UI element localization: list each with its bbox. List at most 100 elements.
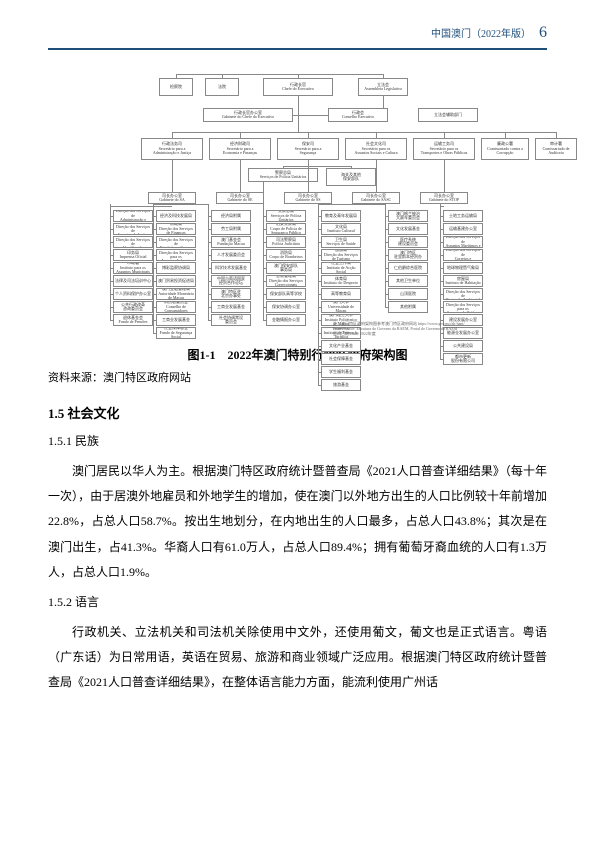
org-connector — [240, 132, 241, 138]
org-connector — [308, 160, 309, 192]
org-connector — [318, 346, 321, 347]
org-connector — [263, 294, 266, 295]
org-connector — [153, 242, 156, 243]
org-connector — [110, 206, 111, 320]
org-connector — [383, 96, 384, 108]
org-connector — [385, 294, 388, 295]
org-node: 中国与葡语国家 经贸合作论坛 — [211, 275, 251, 287]
org-connector — [440, 307, 443, 308]
org-node: 消费者委员会 Conselho de Consumidores — [156, 301, 196, 313]
source-text: 澳门特区政府网站 — [103, 372, 191, 384]
org-node: 保安部队高等学校 — [266, 288, 306, 300]
org-connector — [240, 160, 241, 192]
org-connector — [208, 216, 211, 217]
org-connector — [110, 320, 113, 321]
org-connector — [172, 132, 173, 138]
section-1-5-heading: 1.5 社会文化 — [48, 403, 547, 422]
org-node: 土地工务运输局 — [443, 210, 483, 222]
org-connector — [440, 229, 443, 230]
org-connector — [385, 216, 388, 217]
org-node: 旅游基金 — [321, 379, 361, 391]
org-node: 澳门大学 Universidade de Macau — [321, 301, 361, 313]
org-node: 海事及水务局 Direção dos Serviços de Assuntos … — [443, 236, 483, 248]
org-connector — [208, 229, 211, 230]
org-connector — [318, 385, 321, 386]
org-node: 保安司 Secretário para a Segurança — [277, 138, 339, 160]
org-connector — [263, 281, 266, 282]
org-connector — [208, 268, 211, 269]
org-connector — [283, 166, 351, 167]
org-connector — [153, 281, 156, 282]
org-node: 司长办公室 Gabinete do SASC — [352, 192, 400, 204]
org-node: 其他附属 — [388, 301, 428, 313]
org-connector — [440, 216, 443, 217]
org-connector — [440, 294, 443, 295]
org-node: 邮电局 Direção dos Serviços de Correios e T… — [443, 249, 483, 261]
org-connector — [172, 132, 556, 133]
org-node: 社会工作局 Instituto de Acção Social — [321, 262, 361, 274]
header-rule — [48, 48, 547, 50]
org-node: 警察总局 Serviços de Polícia Unitários — [266, 210, 306, 222]
org-node: 审计署 Comissariado de Auditoria — [535, 138, 577, 160]
org-node: 教育及青年发展局 — [321, 210, 361, 222]
org-connector — [153, 320, 156, 321]
org-connector — [318, 281, 321, 282]
org-connector — [318, 268, 321, 269]
org-connector — [222, 74, 223, 78]
org-node: 博彩监察协调局 — [156, 262, 196, 274]
org-node: 经济局附属 — [211, 210, 251, 222]
org-node: 卫生局 Serviços de Saúde — [321, 236, 361, 248]
org-node: 工商业发展基金 — [156, 314, 196, 326]
org-node: 经济财政司 Secretário para a Economia e Finan… — [209, 138, 271, 160]
org-node: 检察院 — [159, 78, 193, 96]
org-node: 澳门特区 驻里斯本经贸办 — [388, 249, 428, 261]
org-node: 社会文化司 Secretário para os Assuntos Sociai… — [345, 138, 407, 160]
org-connector — [283, 166, 284, 168]
org-node: 仁伯爵综合医院 — [388, 262, 428, 274]
org-node: 医疗系统 建设委员会 — [388, 236, 428, 248]
para-language: 行政机关、立法机关和司法机关除使用中文外，还使用葡文，葡文也是正式语言。粤语（广… — [48, 620, 547, 696]
org-connector — [376, 160, 377, 192]
org-node: 退休基金会 Fundo de Pensões — [113, 314, 153, 326]
org-connector — [153, 307, 156, 308]
org-node: 行政会 Conselho Executivo — [328, 108, 388, 122]
org-node: 行政长官 Chefe do Executivo — [263, 78, 333, 96]
org-node: 其他卫生单位 — [388, 275, 428, 287]
org-node: 司长办公室 Gabinete do SS — [284, 192, 332, 204]
org-node: 交通事务局 Direção dos Serviços para os Assun… — [443, 301, 483, 313]
org-node: 海关及其他 保安部队 — [326, 168, 376, 186]
org-node: 立法会辅助部门 — [418, 108, 478, 122]
org-connector — [110, 281, 113, 282]
org-connector — [318, 294, 321, 295]
org-connector — [208, 320, 211, 321]
org-node: 运输基建办公室 — [443, 223, 483, 235]
org-node: 澳门基金会 Fundação Macau — [211, 236, 251, 248]
org-node: 市政署 Instituto para os Assuntos Municipai… — [113, 262, 153, 274]
org-node: 立法会 Assembleia Legislativa — [358, 78, 408, 96]
org-node: 澳门保安部队 事务局 — [266, 262, 306, 274]
org-connector — [176, 74, 177, 78]
org-connector — [444, 132, 445, 138]
org-connector — [263, 206, 264, 320]
org-connector — [263, 255, 266, 256]
org-connector — [440, 268, 443, 269]
org-connector — [263, 242, 266, 243]
org-node: 旅游局 Direção dos Serviços de Turismo — [321, 249, 361, 261]
org-node: 学生福利基金 — [321, 366, 361, 378]
org-node: 金融情报办公室 — [266, 314, 306, 326]
org-node: 行政公职局 Direção dos Serviços de Administra… — [113, 210, 153, 222]
org-connector — [263, 307, 266, 308]
org-node: 劳工事务局 Direção dos Serviços para os Assun… — [156, 249, 196, 261]
org-connector — [208, 281, 211, 282]
page: 中国澳门（2022年版） 6 检察院法院行政长官 Chefe do Execut… — [0, 0, 595, 842]
org-connector — [110, 216, 113, 217]
org-connector — [153, 206, 154, 333]
org-connector — [308, 132, 309, 138]
org-node: 司法警察局 Polícia Judiciária — [266, 236, 306, 248]
org-node: 澳门金融管理局 Autoridade Monetária de Macau — [156, 288, 196, 300]
org-node: 惩教管理局 Direção dos Serviços Correccionais — [266, 275, 306, 287]
org-node: 文化局 Instituto Cultural — [321, 223, 361, 235]
org-connector — [263, 229, 266, 230]
org-connector — [110, 242, 113, 243]
org-connector — [385, 307, 388, 308]
